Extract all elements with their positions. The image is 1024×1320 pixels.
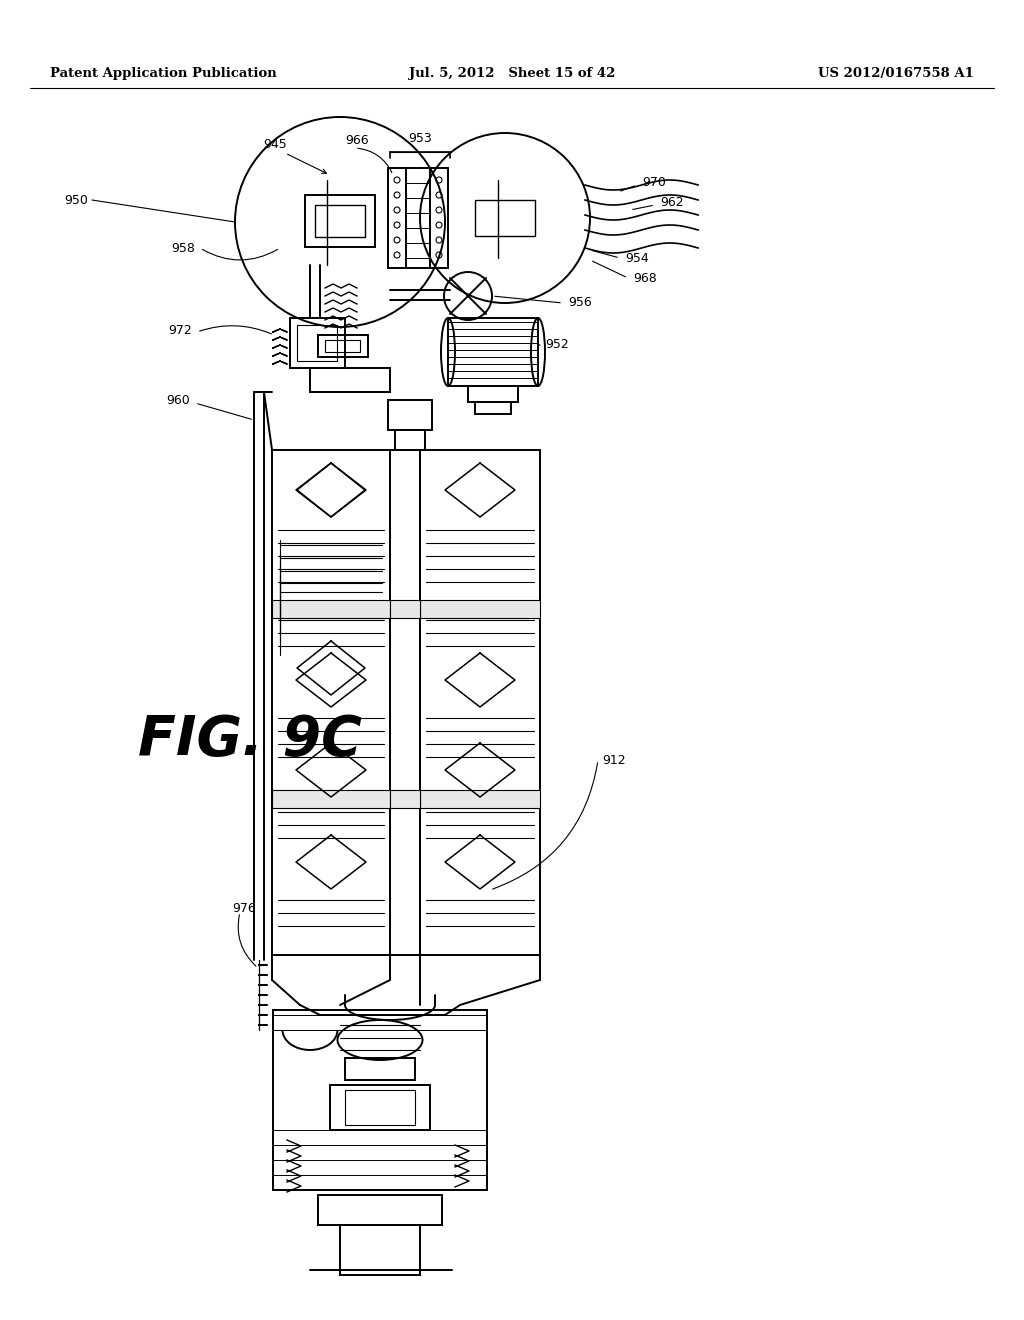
Bar xyxy=(297,325,337,360)
Bar xyxy=(390,789,420,808)
Bar xyxy=(272,450,390,954)
Bar xyxy=(388,168,406,268)
Bar xyxy=(388,400,432,430)
Text: 968: 968 xyxy=(633,272,656,285)
Text: 950: 950 xyxy=(65,194,88,206)
Text: 912: 912 xyxy=(602,754,626,767)
Text: 958: 958 xyxy=(171,242,195,255)
Text: Patent Application Publication: Patent Application Publication xyxy=(50,66,276,79)
Bar xyxy=(318,1195,442,1225)
Bar xyxy=(330,1085,430,1130)
Bar xyxy=(395,430,425,450)
Text: FIG. 9C: FIG. 9C xyxy=(138,713,361,767)
Text: 972: 972 xyxy=(168,323,193,337)
Bar xyxy=(272,601,390,618)
Bar xyxy=(340,1225,420,1275)
Bar xyxy=(430,168,449,268)
Bar xyxy=(345,1090,415,1125)
Bar xyxy=(468,385,518,403)
Bar xyxy=(273,1010,487,1191)
Text: 953: 953 xyxy=(409,132,432,144)
Bar xyxy=(475,201,535,236)
Bar xyxy=(318,335,368,356)
Text: US 2012/0167558 A1: US 2012/0167558 A1 xyxy=(818,66,974,79)
Text: Jul. 5, 2012   Sheet 15 of 42: Jul. 5, 2012 Sheet 15 of 42 xyxy=(409,66,615,79)
Bar xyxy=(310,368,390,392)
Bar xyxy=(420,789,540,808)
Text: 954: 954 xyxy=(625,252,649,264)
Text: 970: 970 xyxy=(642,177,666,190)
Bar xyxy=(390,450,420,954)
Text: 966: 966 xyxy=(345,133,369,147)
Text: 945: 945 xyxy=(263,139,287,152)
Bar xyxy=(272,789,390,808)
Bar xyxy=(305,195,375,247)
Bar xyxy=(390,601,420,618)
Bar xyxy=(420,601,540,618)
Text: 976: 976 xyxy=(232,902,256,915)
Bar xyxy=(475,403,511,414)
Bar xyxy=(420,450,540,954)
Text: 956: 956 xyxy=(568,297,592,309)
Bar xyxy=(345,1059,415,1080)
Bar xyxy=(290,318,345,368)
Bar xyxy=(315,205,365,238)
Text: 952: 952 xyxy=(545,338,568,351)
Text: 960: 960 xyxy=(166,393,190,407)
Bar xyxy=(325,341,360,352)
Bar xyxy=(449,318,538,385)
Text: 962: 962 xyxy=(660,197,684,210)
